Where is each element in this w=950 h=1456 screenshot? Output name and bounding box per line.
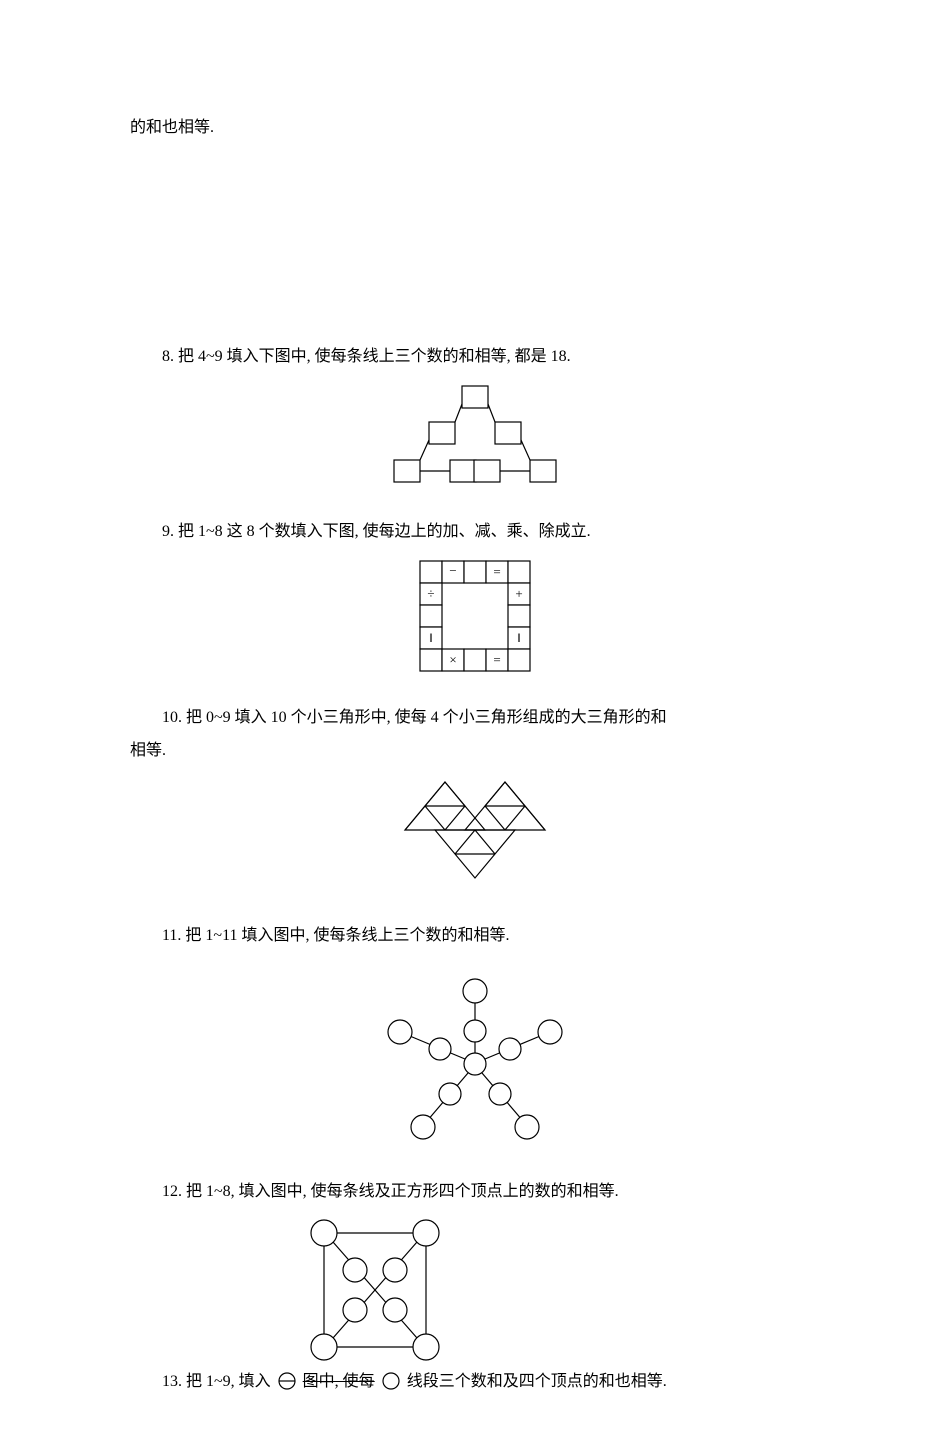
p13-b: 图中, 使每 <box>303 1373 375 1390</box>
op-equals-top: = <box>493 564 500 579</box>
problem-11-text: 11. 把 1~11 填入图中, 使每条线上三个数的和相等. <box>130 922 820 951</box>
problem-10-text-b: 相等. <box>130 737 820 766</box>
problem-10-text-a: 10. 把 0~9 填入 10 个小三角形中, 使每 4 个小三角形组成的大三角… <box>130 704 820 733</box>
op-equals-bottom: = <box>493 652 500 667</box>
p13-inline-left-circle <box>275 1372 299 1390</box>
op-times: × <box>449 652 456 667</box>
fragment-top: 的和也相等. <box>130 114 820 143</box>
problem-13-text: 13. 把 1~9, 填入 图中, 使每 线段三个数和及四个顶点的和也相等. <box>130 1368 820 1397</box>
op-div: ÷ <box>427 586 434 601</box>
op-eqv-right: ǁ <box>517 630 521 645</box>
op-minus: − <box>449 563 456 578</box>
problem-9: 9. 把 1~8 这 8 个数填入下图, 使每边上的加、减、乘、除成立. <box>130 518 820 686</box>
figure-8 <box>380 380 570 490</box>
figure-9: − = ÷ + ǁ ǁ × = <box>410 555 540 675</box>
page: 的和也相等. 8. 把 4~9 填入下图中, 使每条线上三个数的和相等, 都是 … <box>0 0 950 1456</box>
problem-9-text: 9. 把 1~8 这 8 个数填入下图, 使每边上的加、减、乘、除成立. <box>130 518 820 547</box>
p13-c: 线段三个数和及四个顶点的和也相等. <box>407 1373 667 1390</box>
problem-12: 12. 把 1~8, 填入图中, 使每条线及正方形四个顶点上的数的和相等. <box>130 1178 820 1376</box>
figure-11 <box>365 959 585 1149</box>
figure-10 <box>375 774 575 894</box>
problem-8-text: 8. 把 4~9 填入下图中, 使每条线上三个数的和相等, 都是 18. <box>130 343 820 372</box>
problem-13: 13. 把 1~9, 填入 图中, 使每 线段三个数和及四个顶点的和也相等. <box>130 1368 820 1397</box>
op-plus: + <box>515 586 522 601</box>
problem-12-text: 12. 把 1~8, 填入图中, 使每条线及正方形四个顶点上的数的和相等. <box>130 1178 820 1207</box>
op-eqv-left: ǁ <box>429 630 433 645</box>
figure-12 <box>300 1215 450 1365</box>
problem-11: 11. 把 1~11 填入图中, 使每条线上三个数的和相等. <box>130 922 820 1160</box>
p13-a: 13. 把 1~9, 填入 <box>162 1373 271 1390</box>
p13-inline-right-circle <box>379 1372 403 1390</box>
problem-10: 10. 把 0~9 填入 10 个小三角形中, 使每 4 个小三角形组成的大三角… <box>130 704 820 904</box>
problem-8: 8. 把 4~9 填入下图中, 使每条线上三个数的和相等, 都是 18. <box>130 343 820 501</box>
